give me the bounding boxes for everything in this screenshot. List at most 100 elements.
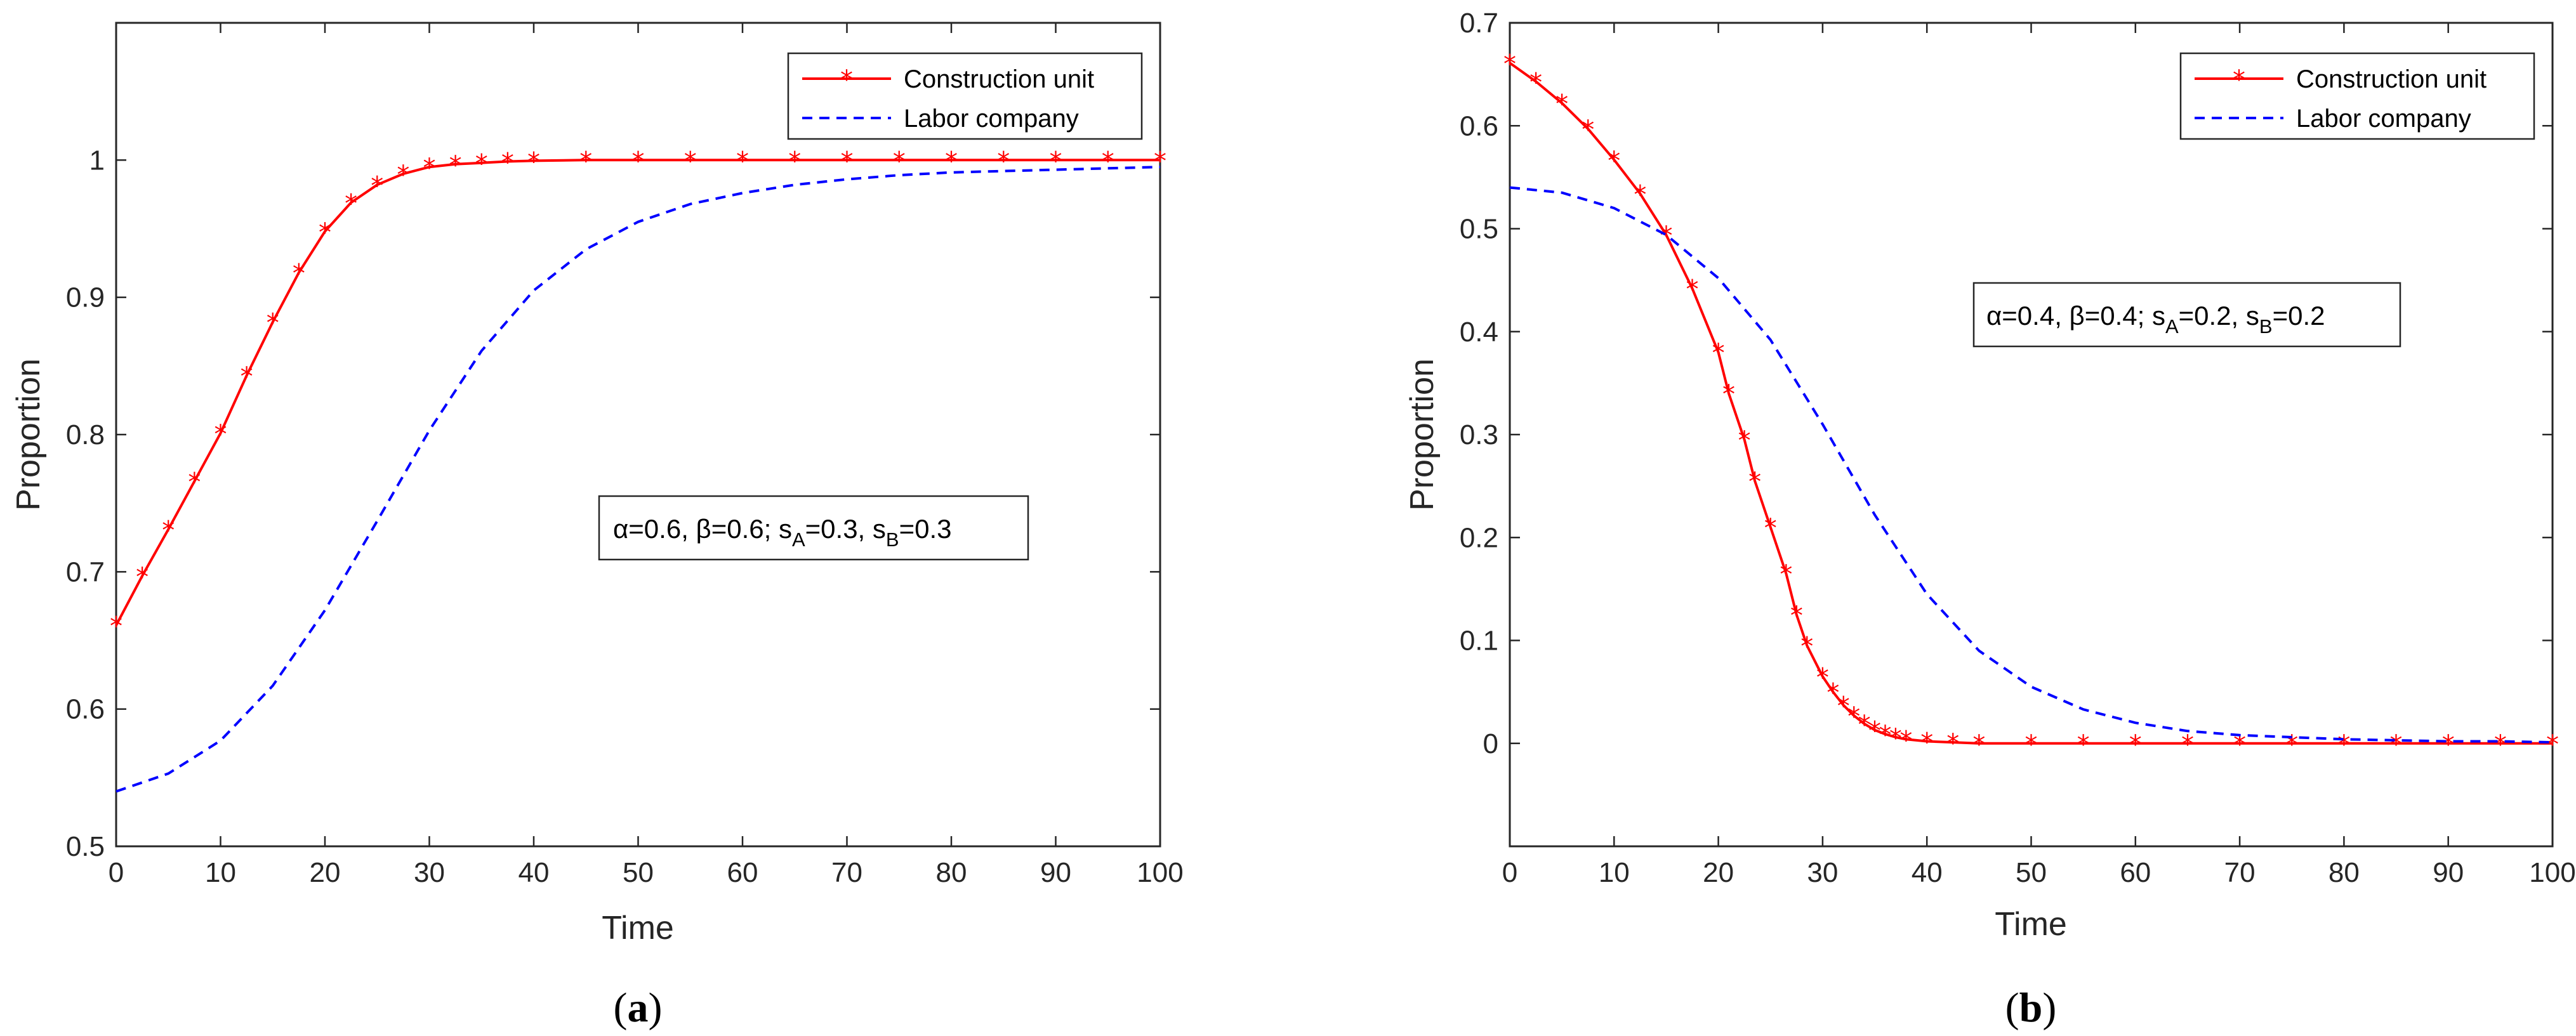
y-tick-label: 0.2	[1460, 522, 1498, 553]
data-point-construction-unit: *	[1722, 380, 1735, 409]
data-point-construction-unit: *	[2181, 730, 2194, 759]
x-tick-label: 10	[205, 857, 236, 888]
data-point-construction-unit: *	[110, 612, 122, 641]
legend: * Construction unit Labor company	[787, 52, 1143, 140]
series-line-construction-unit	[115, 159, 1160, 626]
data-point-construction-unit: *	[423, 154, 436, 183]
data-point-construction-unit: *	[1712, 339, 1725, 368]
data-point-construction-unit: *	[1946, 729, 1959, 758]
panel-label-a: (a)	[614, 985, 663, 1031]
x-tick-label: 60	[2120, 857, 2151, 888]
parameter-annotation: α=0.6, β=0.6; sA=0.3, sB=0.3	[598, 495, 1029, 561]
data-point-construction-unit: *	[1800, 633, 1813, 662]
data-point-construction-unit: *	[2390, 730, 2403, 759]
x-tick-label: 80	[2328, 857, 2360, 888]
data-point-construction-unit: *	[1837, 692, 1850, 721]
data-point-construction-unit: *	[1764, 514, 1777, 543]
data-point-construction-unit: *	[2077, 730, 2090, 759]
data-point-construction-unit: *	[579, 147, 592, 176]
data-point-construction-unit: *	[2129, 730, 2142, 759]
data-point-construction-unit: *	[188, 468, 201, 497]
data-point-construction-unit: *	[2494, 730, 2507, 759]
data-point-construction-unit: *	[136, 563, 149, 592]
data-point-construction-unit: *	[1686, 275, 1699, 305]
y-tick-label: 0.1	[1460, 626, 1498, 657]
legend-marker-construction-unit: *	[2233, 65, 2245, 95]
x-tick-label: 10	[1599, 857, 1630, 888]
legend: * Construction unit Labor company	[2179, 52, 2535, 140]
x-tick-label: 70	[831, 857, 862, 888]
x-tick-label: 80	[936, 857, 967, 888]
y-tick-label: 0.5	[66, 831, 105, 862]
x-tick-label: 90	[1040, 857, 1071, 888]
data-point-construction-unit: *	[293, 259, 305, 289]
legend-label-construction-unit: Construction unit	[2296, 65, 2487, 93]
x-axis-label: Time	[1995, 906, 2067, 943]
data-point-construction-unit: *	[1634, 180, 1646, 209]
y-tick-label: 0	[1483, 728, 1498, 759]
data-point-construction-unit: *	[1972, 730, 1985, 759]
data-point-construction-unit: *	[1556, 90, 1568, 119]
data-point-construction-unit: *	[1503, 49, 1516, 79]
data-point-construction-unit: *	[2546, 730, 2559, 759]
data-point-construction-unit: *	[1868, 717, 1881, 746]
data-point-construction-unit: *	[997, 147, 1010, 176]
annotation-box	[598, 495, 1029, 561]
data-point-construction-unit: *	[1858, 711, 1871, 740]
x-tick-label: 30	[414, 857, 445, 888]
x-tick-label: 40	[519, 857, 550, 888]
data-point-construction-unit: *	[1879, 721, 1891, 750]
x-tick-label: 100	[2529, 857, 2575, 888]
data-point-construction-unit: *	[1920, 728, 1933, 757]
data-point-construction-unit: *	[1102, 147, 1114, 176]
panel-label-b: (b)	[2005, 985, 2057, 1031]
series-line-construction-unit	[1509, 62, 2553, 745]
data-point-construction-unit: *	[241, 362, 253, 391]
y-axis-label: Proportion	[1404, 358, 1441, 511]
x-tick-label: 30	[1807, 857, 1838, 888]
y-tick-label: 0.9	[66, 282, 105, 313]
data-point-construction-unit: *	[1748, 468, 1761, 497]
y-tick-label: 0.8	[66, 419, 105, 450]
legend-label-construction-unit: Construction unit	[904, 65, 1094, 93]
data-point-construction-unit: *	[1529, 68, 1542, 97]
chart-panel-a: 0 10 20 30 40 50 60 70 80 90 100 0.5 0.6 0.7 0.8 0.9 1 T…	[10, 22, 1184, 1031]
chart-panel-b: 0 10 20 30 40 50 60 70 80 90 100 0 0.1 0.2 0.3 0.4 0.5 0.…	[1404, 8, 2576, 1031]
y-tick-label: 0.7	[66, 556, 105, 587]
data-point-construction-unit: *	[1826, 679, 1839, 708]
annotation-box	[1972, 282, 2401, 348]
data-point-construction-unit: *	[736, 147, 749, 176]
annotation-text: α=0.4, β=0.4; sA=0.2, sB=0.2	[1986, 301, 2325, 338]
data-point-construction-unit: *	[527, 147, 540, 176]
data-point-construction-unit: *	[1790, 601, 1803, 631]
x-tick-label: 60	[727, 857, 758, 888]
data-point-construction-unit: *	[449, 151, 462, 180]
data-point-construction-unit: *	[945, 147, 958, 176]
legend-marker-construction-unit: *	[840, 65, 853, 95]
data-point-construction-unit: *	[2442, 730, 2455, 759]
legend-box	[2179, 52, 2535, 140]
data-point-construction-unit: *	[1738, 426, 1751, 456]
data-point-construction-unit: *	[162, 516, 175, 545]
data-point-construction-unit: *	[893, 147, 906, 176]
x-tick-label: 90	[2433, 857, 2464, 888]
data-point-construction-unit: *	[1660, 221, 1672, 251]
y-tick-label: 0.3	[1460, 419, 1498, 450]
y-axis-label: Proportion	[10, 358, 47, 511]
data-point-construction-unit: *	[2025, 730, 2038, 759]
y-tick-label: 0.6	[1460, 110, 1498, 141]
data-point-construction-unit: *	[2337, 730, 2350, 759]
data-point-construction-unit: *	[2285, 730, 2298, 759]
y-tick-label: 1	[89, 145, 105, 176]
data-point-construction-unit: *	[1608, 147, 1620, 176]
data-point-construction-unit: *	[1582, 115, 1594, 145]
data-point-construction-unit: *	[2233, 730, 2246, 759]
x-tick-label: 0	[109, 857, 124, 888]
x-tick-label: 40	[1912, 857, 1943, 888]
data-point-construction-unit: *	[1899, 726, 1912, 755]
data-point-construction-unit: *	[788, 147, 801, 176]
data-point-construction-unit: *	[1889, 724, 1902, 753]
data-point-construction-unit: *	[397, 161, 409, 190]
data-point-construction-unit: *	[1050, 147, 1062, 176]
